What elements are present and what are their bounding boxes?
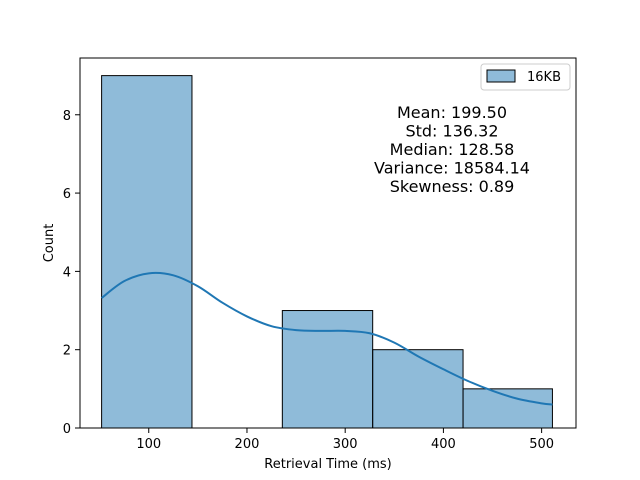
stats-line: Std: 136.32	[405, 122, 498, 141]
y-axis-label: Count	[42, 224, 57, 263]
legend-swatch	[486, 69, 516, 83]
x-axis-label: Retrieval Time (ms)	[264, 457, 391, 472]
histogram-bar	[101, 75, 193, 429]
y-tick-label: 2	[63, 344, 71, 359]
stats-line: Median: 128.58	[390, 140, 515, 159]
x-axis-ticks: 100 200 300 400 500	[136, 428, 554, 452]
stats-line: Skewness: 0.89	[390, 177, 515, 196]
kde-curve	[101, 271, 553, 406]
legend-label: 16KB	[527, 70, 561, 85]
stats-line: Variance: 18584.14	[374, 159, 530, 178]
y-tick-label: 4	[63, 265, 71, 280]
histogram-bar	[281, 310, 374, 429]
x-tick-label: 300	[333, 437, 358, 452]
y-tick-label: 6	[63, 187, 71, 202]
histogram-bar	[372, 349, 464, 429]
x-tick-label: 400	[431, 437, 456, 452]
x-tick-label: 100	[136, 437, 161, 452]
y-axis-ticks: 0 2 4 6 8	[63, 109, 80, 437]
stats-line: Mean: 199.50	[397, 103, 507, 122]
histogram-bars	[101, 75, 553, 429]
legend: 16KB	[480, 63, 571, 91]
x-tick-label: 200	[235, 437, 260, 452]
y-tick-label: 0	[63, 422, 71, 437]
histogram-bar	[462, 388, 553, 429]
x-tick-label: 500	[529, 437, 554, 452]
y-tick-label: 8	[63, 109, 71, 124]
